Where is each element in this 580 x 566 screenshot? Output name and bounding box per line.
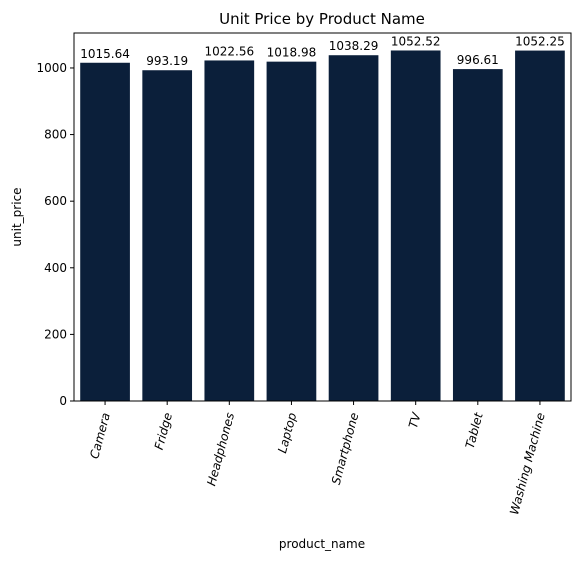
data-label: 1018.98: [267, 46, 317, 60]
x-tick-label: TV: [406, 410, 424, 429]
bar-fridge: [142, 70, 193, 402]
x-tick-label: Smartphone: [329, 411, 362, 486]
x-tick-label: Camera: [87, 411, 113, 460]
data-labels-group: 1015.64 993.19 1022.56 1018.98 1038.29 1052.5…: [80, 34, 565, 68]
y-axis: 0 200 400 600 800 1000: [36, 61, 74, 408]
bar-camera: [80, 62, 130, 401]
y-axis-label: unit_price: [10, 187, 24, 246]
data-label: 993.19: [146, 54, 188, 68]
x-tick-label: Laptop: [275, 411, 299, 455]
y-tick-label: 800: [44, 128, 67, 142]
data-label: 1015.64: [80, 47, 130, 61]
x-tick-label: Washing Machine: [507, 411, 548, 516]
data-label: 1052.52: [391, 34, 441, 48]
bar-tablet: [452, 69, 503, 401]
x-tick-label: Tablet: [463, 410, 486, 450]
x-tick-label: Fridge: [152, 411, 175, 451]
bars-group: [80, 50, 565, 402]
chart-title: Unit Price by Product Name: [219, 10, 425, 28]
y-tick-label: 600: [44, 194, 67, 208]
plot-frame: [73, 32, 572, 402]
data-label: 1038.29: [329, 39, 379, 53]
data-label: 1052.25: [515, 35, 565, 49]
y-tick-label: 1000: [36, 61, 67, 75]
bar-headphones: [204, 60, 255, 402]
data-label: 996.61: [457, 53, 499, 67]
y-tick-label: 200: [44, 327, 67, 341]
bar-smartphone: [328, 55, 379, 401]
y-tick-label: 0: [59, 394, 67, 408]
bar-tv: [390, 50, 441, 401]
y-tick-label: 400: [44, 261, 67, 275]
x-axis-label: product_name: [279, 537, 365, 551]
bar-laptop: [266, 61, 317, 402]
bar-washing-machine: [515, 50, 565, 401]
data-label: 1022.56: [204, 44, 254, 58]
x-tick-label: Headphones: [204, 411, 237, 487]
x-axis: Camera Fridge Headphones Laptop Smartphone TV…: [87, 401, 548, 516]
